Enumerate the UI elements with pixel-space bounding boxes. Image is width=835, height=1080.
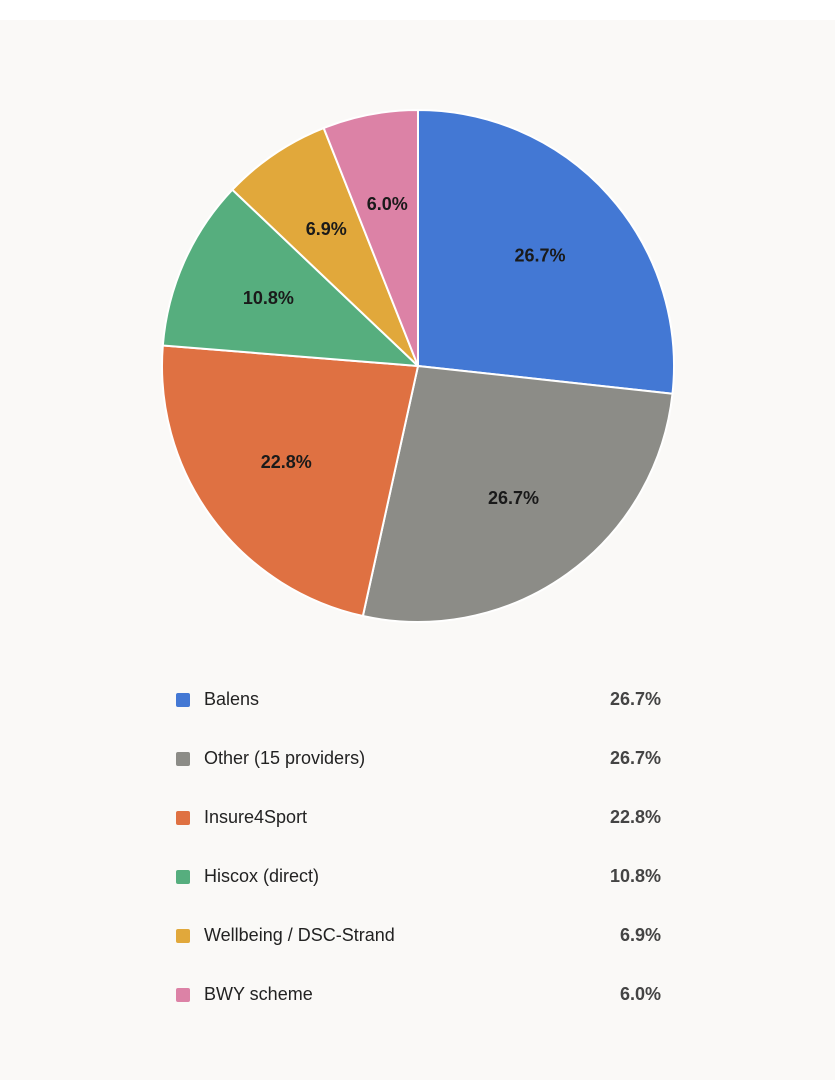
slice-label: 22.8% [261, 452, 312, 472]
slice-label: 6.9% [306, 219, 347, 239]
legend-swatch [176, 811, 190, 825]
legend-value: 26.7% [610, 689, 661, 709]
legend-value: 26.7% [610, 748, 661, 768]
pie-slice [161, 344, 420, 618]
slice-label: 10.8% [243, 288, 294, 308]
slice-label: 6.0% [367, 194, 408, 214]
legend-swatch [176, 870, 190, 884]
legend-name: BWY scheme [204, 984, 313, 1004]
legend-swatch [176, 693, 190, 707]
legend-name: Other (15 providers) [204, 748, 365, 768]
legend-value: 10.8% [610, 866, 661, 886]
pie-slice [417, 108, 675, 395]
legend-swatch [176, 988, 190, 1002]
legend-name: Hiscox (direct) [204, 866, 319, 886]
legend-swatch [176, 752, 190, 766]
legend-value: 6.9% [620, 925, 661, 945]
pie-slice [361, 364, 674, 623]
slice-label: 26.7% [514, 245, 565, 265]
legend-value: 6.0% [620, 984, 661, 1004]
legend-name: Insure4Sport [204, 807, 307, 827]
legend-name: Balens [204, 689, 259, 709]
pie-slice [161, 188, 421, 368]
legend-name: Wellbeing / DSC-Strand [204, 925, 395, 945]
top-strip [0, 0, 835, 20]
legend-value: 22.8% [610, 807, 661, 827]
slice-label: 26.7% [488, 488, 539, 508]
pie-slice [230, 126, 419, 367]
pie-slice [322, 108, 419, 367]
legend-swatch [176, 929, 190, 943]
